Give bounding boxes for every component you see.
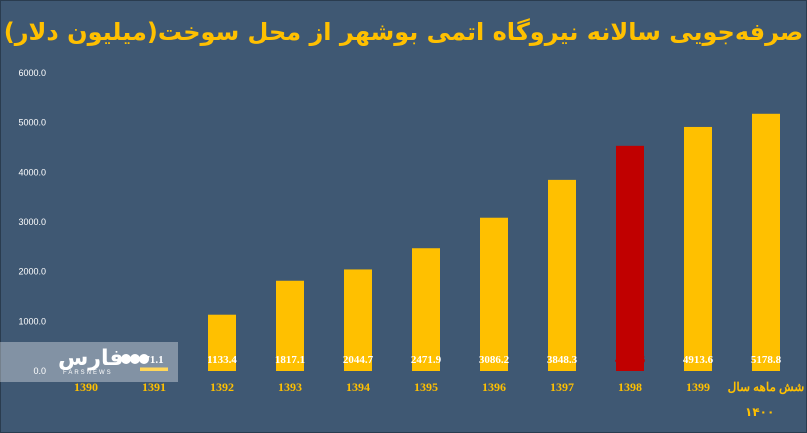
x-tick-label: 1391 bbox=[142, 380, 166, 394]
x-tick-label: 1399 bbox=[686, 380, 710, 394]
x-tick-label: 1396 bbox=[482, 380, 506, 394]
x-tick-label: 1394 bbox=[346, 380, 370, 394]
bar bbox=[412, 248, 440, 371]
logo-icon bbox=[121, 354, 149, 364]
y-axis: 0.0 1000.0 2000.0 3000.0 4000.0 5000.0 6000.0 bbox=[18, 68, 46, 376]
bar bbox=[752, 113, 780, 372]
bar bbox=[684, 126, 712, 372]
data-labels: 71.1 1133.4 1817.1 2044.7 2471.9 3086.2 3848.3… bbox=[144, 354, 781, 366]
data-label: 3086.2 bbox=[479, 354, 510, 366]
logo-subtext: FARSNEWS bbox=[63, 370, 113, 376]
bar bbox=[480, 217, 508, 371]
data-label: 3848.3 bbox=[547, 354, 578, 366]
x-axis: 1390 1391 1392 1393 1394 1395 1396 1397 1398 1399… bbox=[74, 380, 804, 395]
logo-mark: فارس bbox=[58, 346, 124, 371]
x-tick-label: شش ماهه سال bbox=[728, 380, 805, 395]
x-tick-label: 1398 bbox=[618, 380, 642, 394]
y-tick-label: 5000.0 bbox=[18, 118, 46, 128]
y-tick-label: 6000.0 bbox=[18, 68, 46, 78]
extra-year-label: ۱۴۰۰ bbox=[745, 405, 775, 419]
data-label: 71.1 bbox=[144, 354, 163, 366]
bar bbox=[276, 280, 304, 371]
bar bbox=[616, 145, 644, 371]
data-label: 4533.6 bbox=[615, 354, 646, 366]
chart-title: صرفه‌جویی سالانه نیروگاه اتمی بوشهر از م… bbox=[3, 18, 804, 46]
data-label: 2044.7 bbox=[343, 354, 374, 366]
bars bbox=[140, 113, 780, 372]
y-tick-label: 0.0 bbox=[33, 366, 46, 376]
farsnews-logo: فارس FARSNEWS bbox=[0, 342, 178, 382]
data-label: 1817.1 bbox=[275, 354, 305, 366]
x-tick-label: 1397 bbox=[550, 380, 574, 394]
data-label: 4913.6 bbox=[683, 354, 714, 366]
bar bbox=[208, 314, 236, 371]
y-tick-label: 4000.0 bbox=[18, 167, 46, 177]
data-label: 2471.9 bbox=[411, 354, 442, 366]
x-tick-label: 1395 bbox=[414, 380, 438, 394]
x-tick-label: 1390 bbox=[74, 380, 98, 394]
bar bbox=[140, 367, 168, 371]
y-tick-label: 2000.0 bbox=[18, 267, 46, 277]
bar bbox=[548, 179, 576, 371]
y-tick-label: 3000.0 bbox=[18, 217, 46, 227]
bar bbox=[344, 269, 372, 371]
data-label: 5178.8 bbox=[751, 354, 782, 366]
x-tick-label: 1392 bbox=[210, 380, 234, 394]
y-tick-label: 1000.0 bbox=[18, 316, 46, 326]
data-label: 1133.4 bbox=[207, 354, 237, 366]
x-tick-label: 1393 bbox=[278, 380, 302, 394]
